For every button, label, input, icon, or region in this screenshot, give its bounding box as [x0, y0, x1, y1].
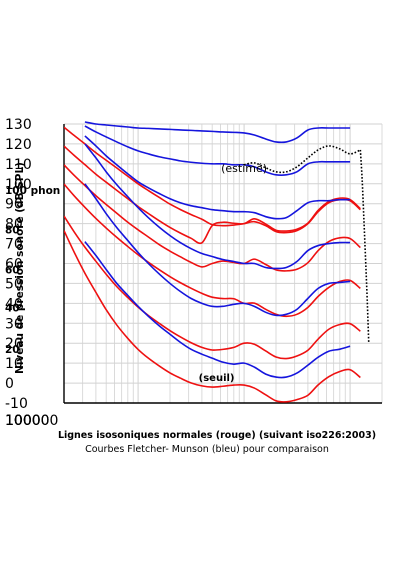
y-tick-label: 110 [5, 157, 32, 173]
fletcher-munson-curve [84, 125, 351, 176]
y-tick-label: 50 [5, 276, 23, 292]
iso226-curve [64, 230, 361, 403]
iso226-curve [64, 126, 361, 234]
iso226-curve [64, 164, 361, 272]
plot-labels: 1301201101009080706050403020100-10101001… [5, 117, 267, 429]
plot-series [64, 121, 370, 403]
annotation-label: (seuil) [199, 373, 235, 384]
y-tick-label: 60 [5, 257, 23, 273]
fletcher-munson-curve [84, 183, 351, 317]
fletcher-munson-curve [84, 241, 351, 379]
fletcher-munson-curve [84, 121, 351, 144]
phon-label: 60 [5, 265, 20, 277]
x-tick-label: 10000 [5, 413, 50, 429]
y-tick-label: 100 [5, 177, 32, 193]
y-axis-label: Niveau de pression sonore (dB SPL) [14, 162, 26, 374]
iso226-curve [64, 215, 361, 360]
fletcher-munson-curve [84, 135, 351, 220]
y-tick-label: 30 [5, 316, 23, 332]
y-tick-label: -10 [5, 396, 28, 412]
y-tick-label: 0 [5, 376, 14, 392]
y-tick-label: 10 [5, 356, 23, 372]
estimated-curve [359, 149, 370, 344]
annotation-label: (estimé) [221, 162, 267, 175]
estimated-curve [243, 145, 361, 174]
chart-title: Lignes isosoniques normales (rouge) (sui… [58, 430, 376, 441]
y-tick-label: 70 [5, 237, 23, 253]
y-tick-label: 80 [5, 217, 23, 233]
x-tick-label: 100000 [5, 413, 58, 429]
phon-label: 40 [5, 302, 20, 314]
y-tick-label: 40 [5, 296, 23, 312]
x-tick-label: 100 [5, 413, 32, 429]
y-tick-label: 90 [5, 197, 23, 213]
phon-label: 100 phon [5, 185, 60, 197]
fletcher-munson-curve [84, 143, 351, 270]
y-tick-label: 20 [5, 336, 23, 352]
plot-axes [63, 124, 382, 404]
y-tick-label: 130 [5, 117, 32, 133]
chart-subtitle: Courbes Fletcher- Munson (bleu) pour com… [85, 444, 329, 455]
x-tick-label: 10 [5, 413, 23, 429]
iso226-curve [64, 183, 361, 318]
phon-label: 80 [5, 225, 20, 237]
y-tick-label: 120 [5, 137, 32, 153]
x-tick-label: 1000 [5, 413, 41, 429]
phon-label: 20 [5, 344, 20, 356]
